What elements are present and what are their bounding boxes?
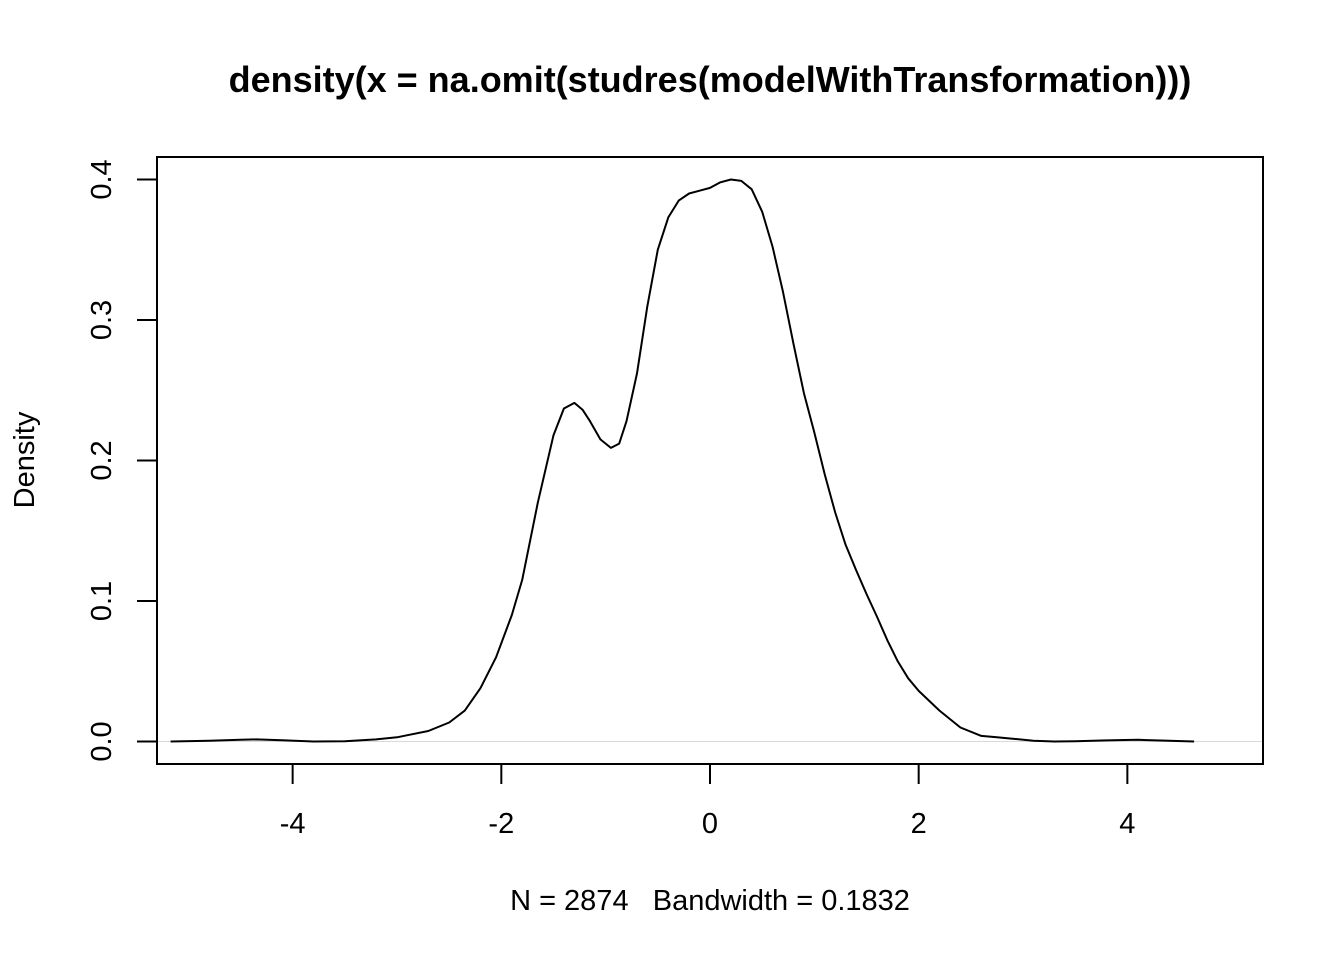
density-line-0 xyxy=(170,178,1195,743)
x-tick-label: -2 xyxy=(488,808,514,840)
x-tick-label: 4 xyxy=(1119,808,1135,840)
y-tick-label: 0.0 xyxy=(86,721,118,761)
y-tick-label: 0.2 xyxy=(86,440,118,480)
y-tick-label: 0.1 xyxy=(86,581,118,621)
density-curve xyxy=(170,178,1195,743)
y-tick-label: 0.3 xyxy=(86,300,118,340)
y-axis-label: Density xyxy=(9,411,41,508)
x-tick-label: 2 xyxy=(911,808,927,840)
chart-title: density(x = na.omit(studres(modelWithTra… xyxy=(229,59,1192,100)
x-axis: -4 -2 0 2 4 xyxy=(280,763,1135,840)
y-tick-label: 0.4 xyxy=(86,159,118,199)
x-tick-label: 0 xyxy=(702,808,718,840)
x-axis-label: N = 2874 Bandwidth = 0.1832 xyxy=(510,885,910,917)
y-axis: 0.0 0.1 0.2 0.3 0.4 xyxy=(86,159,158,762)
plot-frame xyxy=(156,156,1264,765)
x-tick-label: -4 xyxy=(280,808,306,840)
